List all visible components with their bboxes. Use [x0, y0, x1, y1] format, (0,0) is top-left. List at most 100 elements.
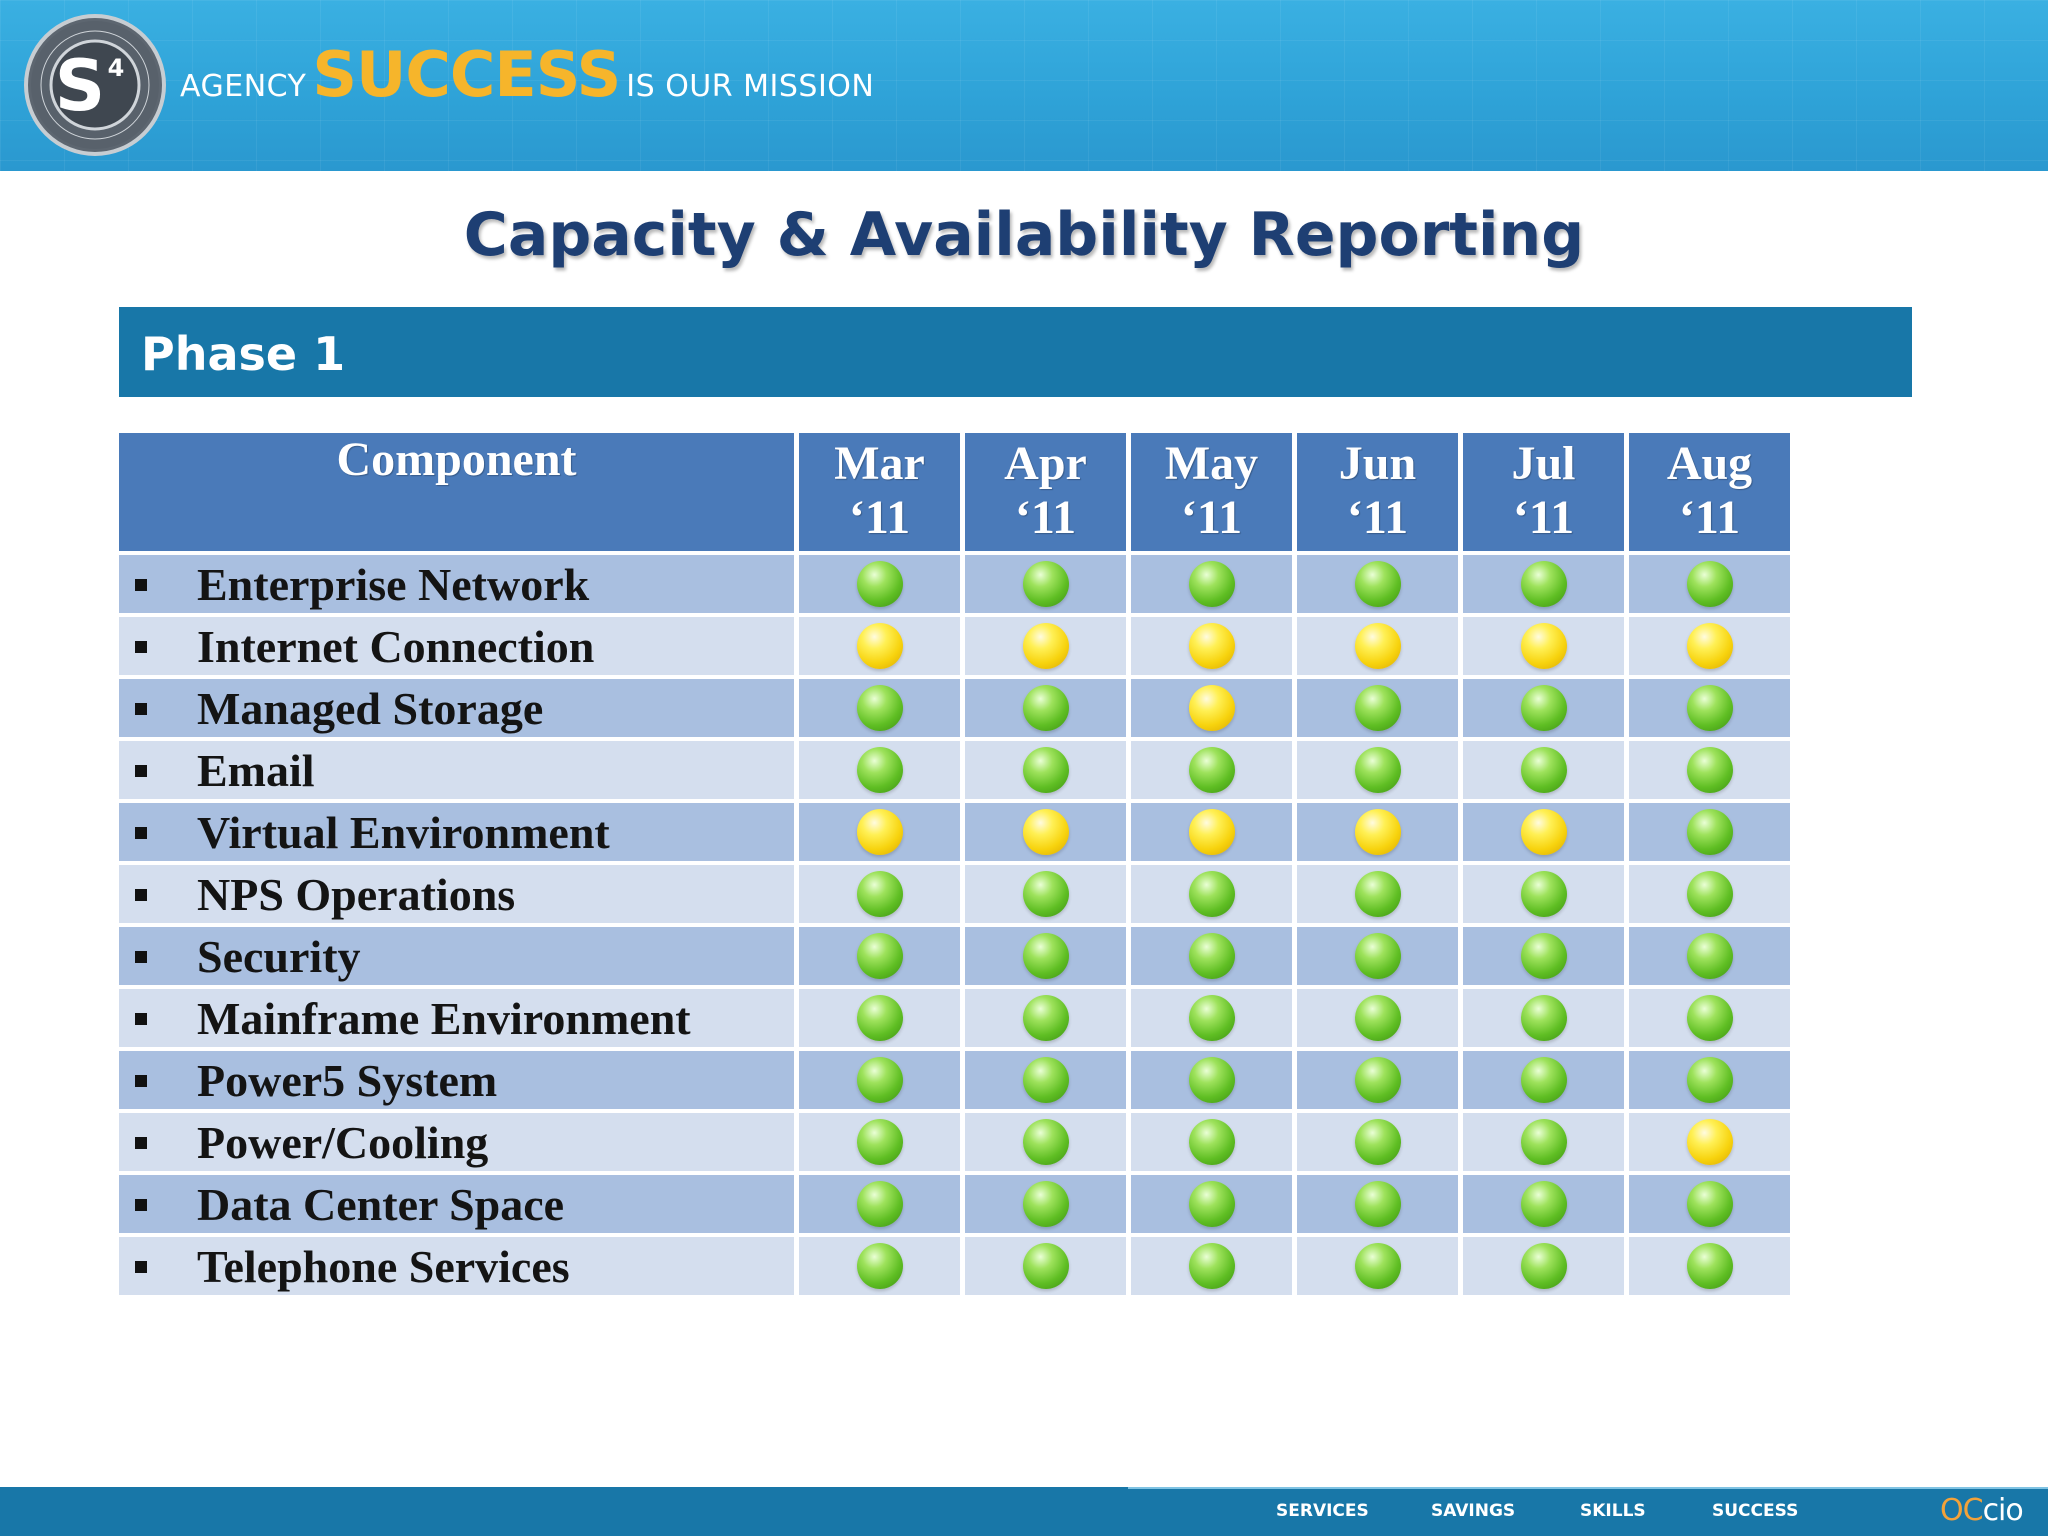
- footer-link-skills[interactable]: SKILLS: [1580, 1501, 1646, 1521]
- yellow-status-indicator-icon: [1188, 685, 1235, 731]
- green-status-indicator-icon: [1188, 933, 1235, 979]
- table-row: Data Center Space: [119, 1175, 1790, 1233]
- green-status-indicator-icon: [1520, 1181, 1567, 1227]
- green-status-indicator-icon: [856, 747, 903, 793]
- status-cell: [965, 803, 1126, 861]
- component-cell: Managed Storage: [119, 679, 794, 737]
- square-bullet-icon: [135, 764, 147, 777]
- green-status-indicator-icon: [1022, 561, 1069, 607]
- component-cell: Security: [119, 927, 794, 985]
- table-row: Enterprise Network: [119, 555, 1790, 613]
- status-cell: [1463, 1175, 1624, 1233]
- slide-title: Capacity & Availability Reporting: [463, 200, 1585, 270]
- status-cell: [1463, 555, 1624, 613]
- status-cell: [965, 927, 1126, 985]
- component-name: NPS Operations: [197, 868, 516, 920]
- square-bullet-icon: [135, 950, 147, 963]
- month-column-header: Jun ‘11: [1297, 433, 1458, 551]
- table-row: Power/Cooling: [119, 1113, 1790, 1171]
- green-status-indicator-icon: [1354, 1181, 1401, 1227]
- status-cell: [799, 803, 960, 861]
- status-cell: [965, 741, 1126, 799]
- green-status-indicator-icon: [1686, 561, 1733, 607]
- status-cell: [1629, 1051, 1790, 1109]
- year-label: ‘11: [1180, 491, 1243, 544]
- status-cell: [1629, 555, 1790, 613]
- status-cell: [799, 741, 960, 799]
- status-cell: [1297, 1175, 1458, 1233]
- component-name: Power5 System: [197, 1054, 498, 1106]
- component-cell: Virtual Environment: [119, 803, 794, 861]
- status-cell: [1131, 617, 1292, 675]
- square-bullet-icon: [135, 1136, 147, 1149]
- table-row: NPS Operations: [119, 865, 1790, 923]
- green-status-indicator-icon: [1354, 685, 1401, 731]
- status-cell: [965, 1113, 1126, 1171]
- green-status-indicator-icon: [1188, 1057, 1235, 1103]
- green-status-indicator-icon: [1022, 1057, 1069, 1103]
- yellow-status-indicator-icon: [1520, 809, 1567, 855]
- status-cell: [799, 1051, 960, 1109]
- status-cell: [1463, 803, 1624, 861]
- component-cell: NPS Operations: [119, 865, 794, 923]
- status-cell: [1629, 927, 1790, 985]
- table-row: Internet Connection: [119, 617, 1790, 675]
- green-status-indicator-icon: [1188, 1181, 1235, 1227]
- table-row: Telephone Services: [119, 1237, 1790, 1295]
- green-status-indicator-icon: [1686, 747, 1733, 793]
- component-name: Email: [197, 744, 315, 796]
- footer-nav: SERVICES SAVINGS SKILLS SUCCESS: [1276, 1501, 1812, 1521]
- month-label: Apr: [1004, 437, 1087, 490]
- yellow-status-indicator-icon: [1022, 623, 1069, 669]
- tagline-highlight: SUCCESS: [312, 38, 621, 111]
- component-column-header: Component: [119, 433, 794, 551]
- status-cell: [799, 1113, 960, 1171]
- square-bullet-icon: [135, 702, 147, 715]
- green-status-indicator-icon: [856, 685, 903, 731]
- component-name: Virtual Environment: [197, 806, 610, 858]
- green-status-indicator-icon: [1188, 561, 1235, 607]
- green-status-indicator-icon: [1520, 871, 1567, 917]
- status-cell: [1297, 1113, 1458, 1171]
- yellow-status-indicator-icon: [1520, 623, 1567, 669]
- status-cell: [1131, 989, 1292, 1047]
- status-cell: [1297, 679, 1458, 737]
- year-label: ‘11: [1014, 491, 1077, 544]
- green-status-indicator-icon: [1520, 685, 1567, 731]
- status-cell: [1629, 989, 1790, 1047]
- status-cell: [1297, 555, 1458, 613]
- table-row: Mainframe Environment: [119, 989, 1790, 1047]
- table-row: Security: [119, 927, 1790, 985]
- status-cell: [1463, 1237, 1624, 1295]
- status-cell: [965, 1175, 1126, 1233]
- green-status-indicator-icon: [1188, 995, 1235, 1041]
- green-status-indicator-icon: [1188, 1119, 1235, 1165]
- year-label: ‘11: [1678, 491, 1741, 544]
- year-label: ‘11: [1346, 491, 1409, 544]
- month-column-header: May ‘11: [1131, 433, 1292, 551]
- green-status-indicator-icon: [1686, 871, 1733, 917]
- status-cell: [965, 1237, 1126, 1295]
- component-cell: Power5 System: [119, 1051, 794, 1109]
- status-cell: [1629, 1237, 1790, 1295]
- status-cell: [1629, 1113, 1790, 1171]
- status-cell: [1629, 679, 1790, 737]
- status-cell: [1131, 1237, 1292, 1295]
- status-cell: [1297, 741, 1458, 799]
- component-cell: Telephone Services: [119, 1237, 794, 1295]
- green-status-indicator-icon: [1022, 747, 1069, 793]
- component-name: Managed Storage: [197, 682, 544, 734]
- square-bullet-icon: [135, 826, 147, 839]
- square-bullet-icon: [135, 1198, 147, 1211]
- green-status-indicator-icon: [1686, 1181, 1733, 1227]
- green-status-indicator-icon: [1354, 1119, 1401, 1165]
- footer-link-services[interactable]: SERVICES: [1276, 1501, 1369, 1521]
- status-cell: [799, 1237, 960, 1295]
- green-status-indicator-icon: [1686, 685, 1733, 731]
- component-name: Power/Cooling: [197, 1116, 489, 1168]
- green-status-indicator-icon: [1520, 933, 1567, 979]
- footer-link-savings[interactable]: SAVINGS: [1431, 1501, 1516, 1521]
- green-status-indicator-icon: [856, 933, 903, 979]
- footer-link-success[interactable]: SUCCESS: [1712, 1501, 1799, 1521]
- ocio-logo: OCcio: [1940, 1493, 2024, 1528]
